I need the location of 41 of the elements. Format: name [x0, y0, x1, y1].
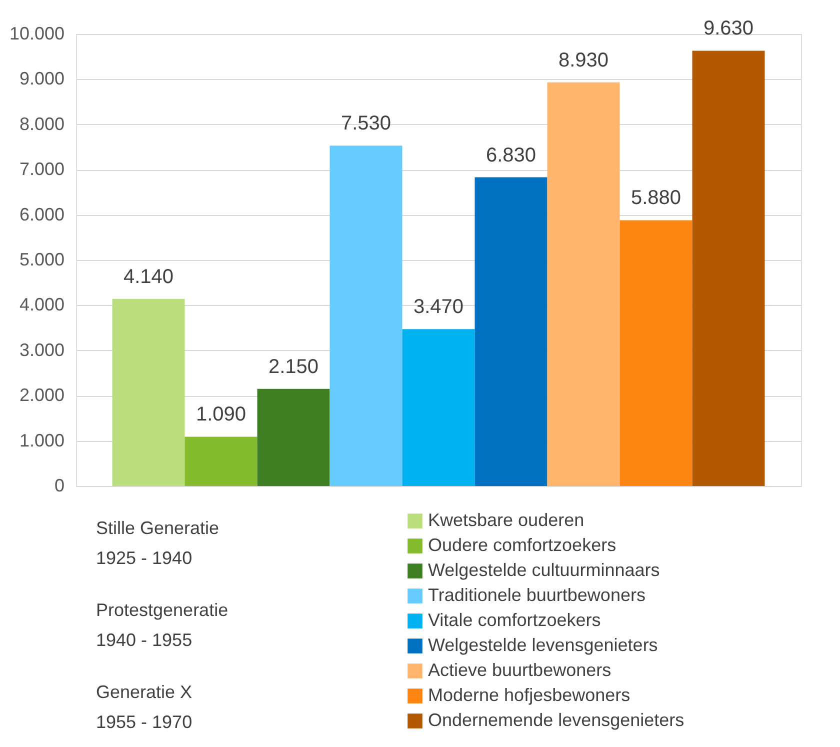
legend-label: Welgestelde cultuurminnaars: [428, 560, 660, 580]
bar: [474, 177, 548, 486]
legend-label: Welgestelde levensgenieters: [428, 635, 658, 655]
bar: [402, 329, 475, 486]
y-tick-label: 8.000: [19, 114, 64, 134]
data-label: 9.630: [703, 18, 754, 40]
y-tick-label: 6.000: [19, 204, 64, 224]
data-label: 7.530: [340, 112, 392, 135]
data-label: 5.880: [630, 187, 682, 210]
bar: [692, 50, 765, 486]
bar: [257, 388, 330, 486]
bar: [547, 82, 620, 486]
legend-label: Oudere comfortzoekers: [428, 535, 616, 555]
y-tick-label: 3.000: [19, 340, 64, 360]
text: Protestgeneratie 1940 - 1955: [96, 600, 228, 650]
data-label: 6.830: [486, 144, 536, 166]
bar: [184, 436, 258, 486]
legend-label: Actieve buurtbewoners: [428, 660, 612, 680]
legend-label: Vitale comfortzoekers: [428, 610, 601, 630]
data-label: 1.090: [196, 404, 246, 426]
y-tick-label: 0: [54, 476, 64, 496]
y-tick-label: 2.000: [19, 385, 64, 406]
y-tick-label: 1.000: [19, 430, 64, 450]
legend-label: Traditionele buurtbewoners: [428, 585, 646, 605]
data-label: 2.150: [268, 356, 319, 378]
data-label: 8.930: [558, 49, 609, 72]
bar: [620, 220, 692, 486]
legend-label: Ondernemende levensgenieters: [428, 710, 684, 730]
data-label: 4.140: [123, 266, 174, 288]
legend-label: Moderne hofjesbewoners: [428, 685, 630, 705]
y-tick-label: 10.000: [9, 24, 64, 44]
legend-label: Kwetsbare ouderen: [428, 510, 584, 530]
y-tick-label: 9.000: [19, 68, 64, 89]
y-tick-label: 5.000: [19, 250, 64, 270]
y-tick-label: 7.000: [19, 159, 64, 180]
text: Generatie X 1955 - 1970: [96, 682, 192, 732]
data-label: 3.470: [413, 296, 464, 318]
y-tick-label: 4.000: [19, 294, 64, 315]
bar: [112, 298, 185, 486]
bar: [330, 146, 402, 486]
text: Stille Generatie 1925 - 1940: [96, 518, 220, 568]
